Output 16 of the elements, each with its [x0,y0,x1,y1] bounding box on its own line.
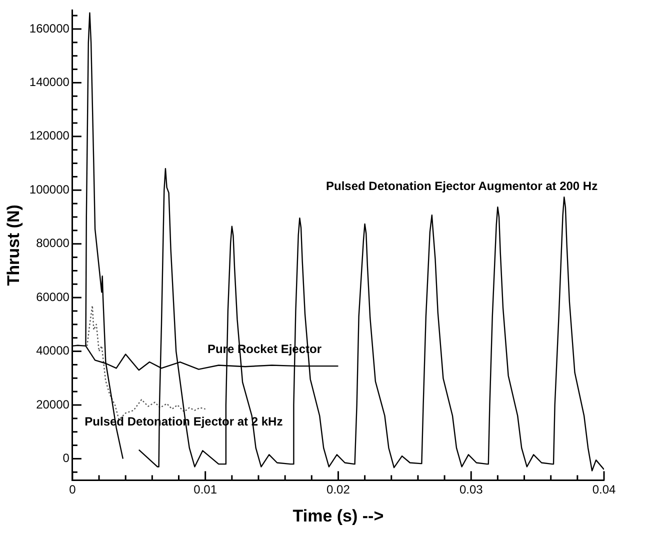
y-tick-label: 20000 [36,397,70,412]
x-tick-label: 0.03 [459,482,484,497]
y-tick-label: 0 [62,451,70,466]
x-axis-title: Time (s) --> [292,506,384,526]
x-tick-label: 0.01 [194,482,218,497]
y-axis-title: Thrust (N) [4,204,23,286]
x-tick-label: 0.04 [592,482,616,497]
y-tick-label: 120000 [29,128,70,143]
y-tick-label: 40000 [36,344,70,358]
y-tick-label: 160000 [29,21,70,36]
text: Pulsed Detonation Ejector Augmentor at 200 Hz [326,179,598,194]
y-tick-label: 80000 [36,236,70,250]
x-tick-label: 0.02 [326,482,350,497]
y-tick-label: 60000 [36,290,70,304]
y-tick-label: 140000 [29,75,70,90]
y-tick-label: 100000 [29,182,70,196]
